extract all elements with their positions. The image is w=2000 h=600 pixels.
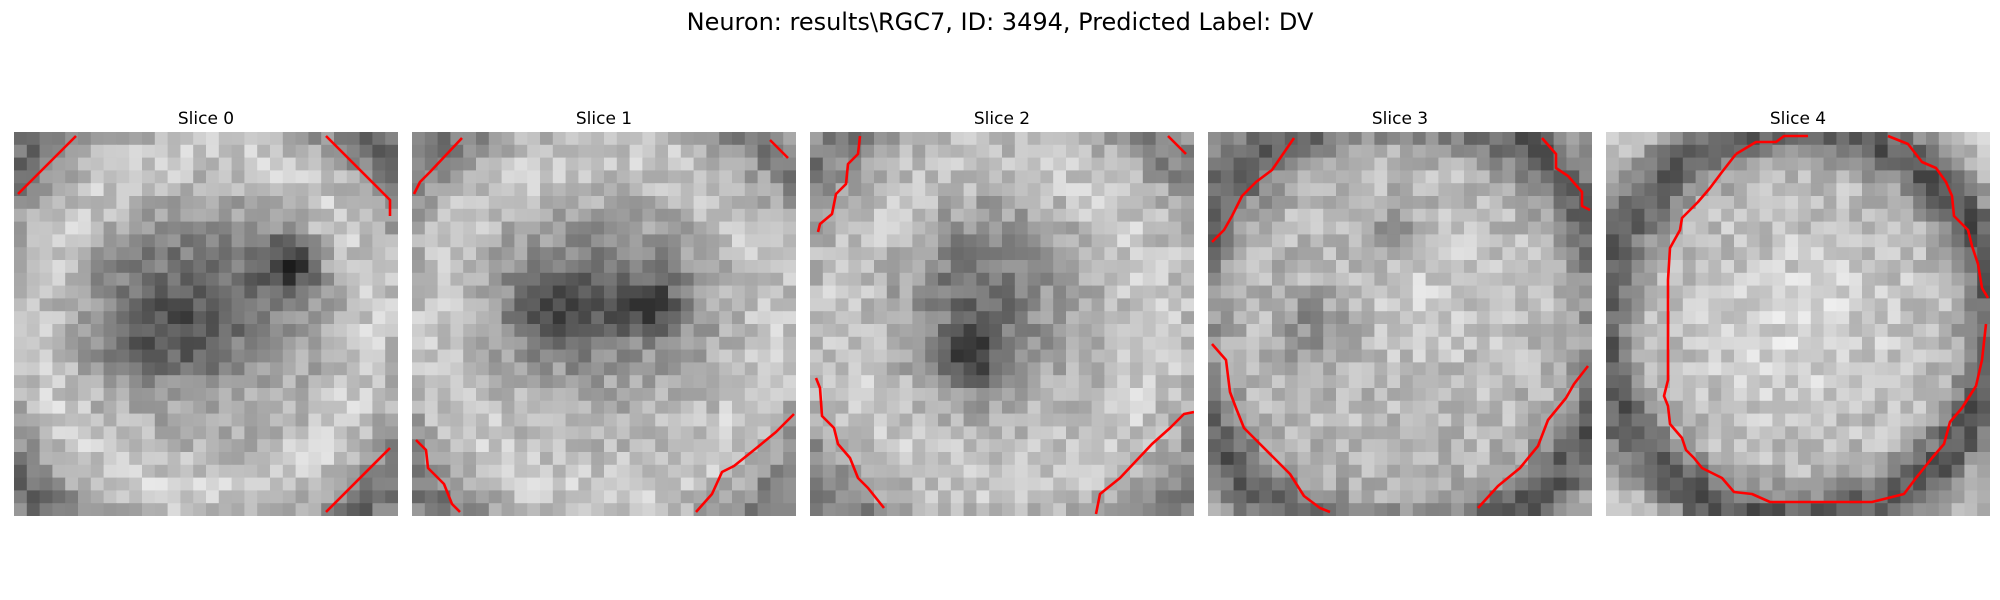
slice-title-0: Slice 0: [177, 109, 235, 129]
slice-panel-0: Slice 0: [14, 106, 398, 516]
slice-image-2: [810, 132, 1194, 516]
slice-panel-4: Slice 4: [1606, 106, 1990, 516]
slice-title-3: Slice 3: [1371, 109, 1429, 129]
slice-pixels-4: [1606, 132, 1990, 516]
slice-panel-2: Slice 2: [810, 106, 1194, 516]
boundary-contour-4: [1662, 134, 1990, 504]
figure-title: Neuron: results\RGC7, ID: 3494, Predicte…: [686, 8, 1314, 36]
slice-panel-3: Slice 3: [1208, 106, 1592, 516]
slice-pixels-0: [14, 132, 398, 516]
slice-pixels-1: [412, 132, 796, 516]
slice-title-4: Slice 4: [1769, 109, 1827, 129]
slice-title-1: Slice 1: [575, 109, 633, 129]
slice-image-0: [14, 132, 398, 516]
boundary-contour-1: [412, 137, 795, 513]
slice-image-3: [1208, 132, 1592, 516]
slice-image-4: [1606, 132, 1990, 516]
boundary-contour-3: [1211, 137, 1591, 514]
slice-panel-1: Slice 1: [412, 106, 796, 516]
boundary-contour-0: [17, 135, 392, 513]
boundary-contour-2: [814, 135, 1194, 515]
slice-title-2: Slice 2: [973, 109, 1031, 129]
slice-image-1: [412, 132, 796, 516]
slice-pixels-2: [810, 132, 1194, 516]
slice-pixels-3: [1208, 132, 1592, 516]
